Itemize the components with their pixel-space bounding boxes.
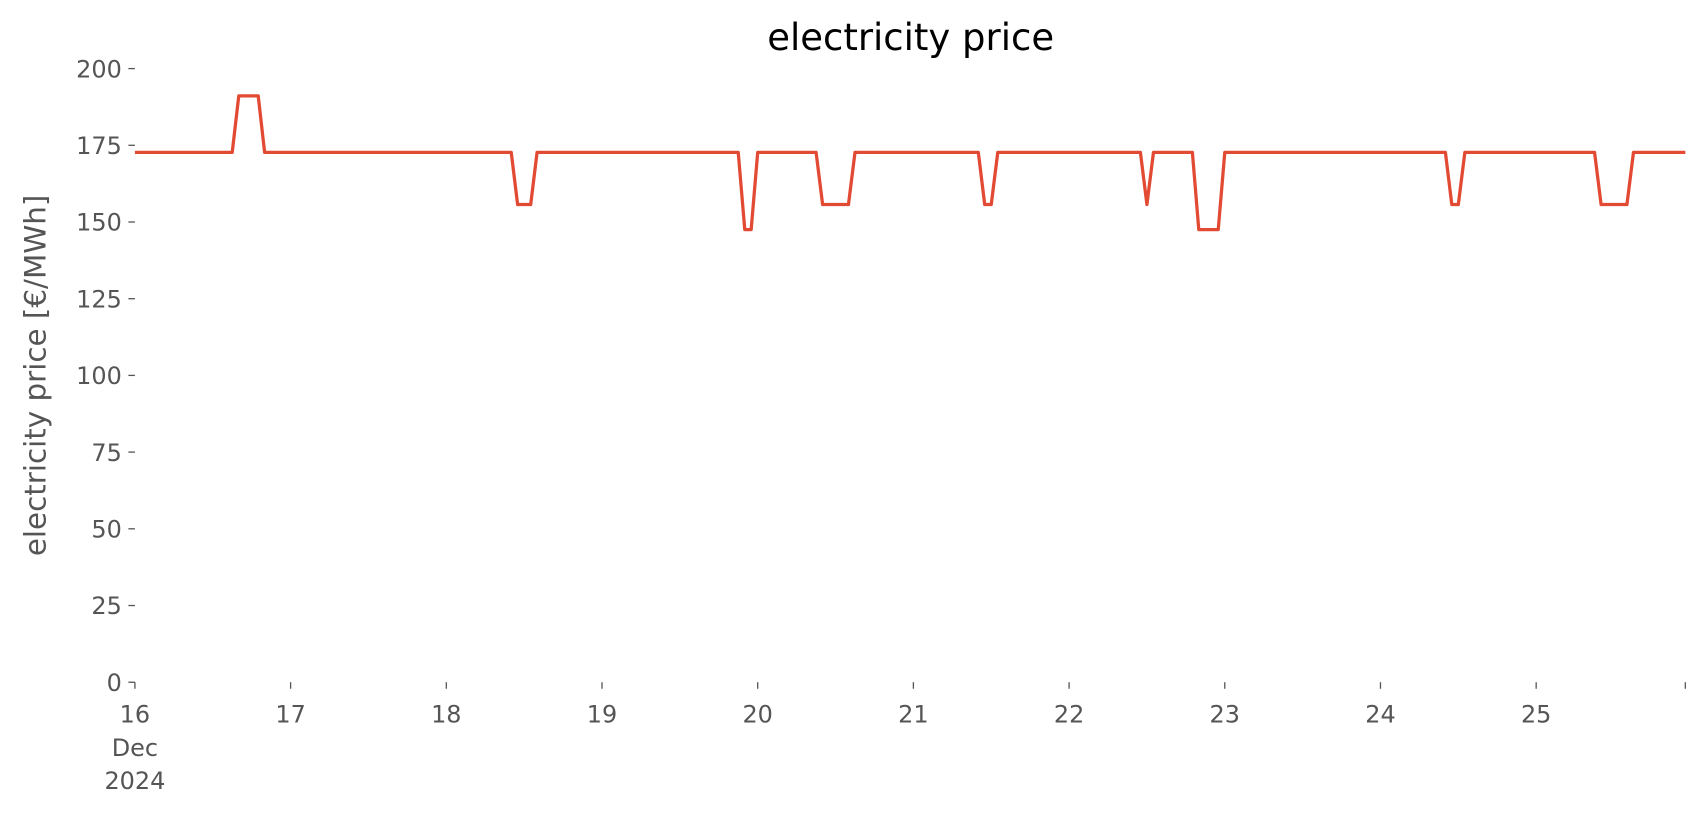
x-tick-label: 17 [275,700,305,728]
y-tick-label: 200 [76,55,122,83]
x-tick-label: 16 [120,700,150,728]
x-tick-label: 22 [1054,700,1084,728]
x-tick-label: 20 [742,700,772,728]
y-tick-label: 0 [107,669,122,697]
x-tick-label: 21 [898,700,928,728]
x-tick-label: 19 [587,700,617,728]
x-tick-label: 25 [1521,700,1551,728]
chart-title: electricity price [767,16,1054,59]
y-tick-label: 25 [91,592,121,620]
y-tick-label: 75 [91,439,121,467]
x-tick-label: 24 [1365,700,1395,728]
y-tick-label: 150 [76,209,122,237]
y-tick-label: 175 [76,132,122,160]
y-tick-label: 100 [76,362,122,390]
price-line [134,94,1686,232]
y-tick-label: 50 [91,516,121,544]
y-axis-label: electricity price [€/MWh] [19,195,53,557]
x-tick-label: 23 [1210,700,1240,728]
y-tick-label: 125 [76,285,122,313]
x-tick-label: 18 [431,700,461,728]
x-tick-sublabel: 2024 [104,767,165,795]
x-tick-sublabel: Dec [112,734,158,762]
